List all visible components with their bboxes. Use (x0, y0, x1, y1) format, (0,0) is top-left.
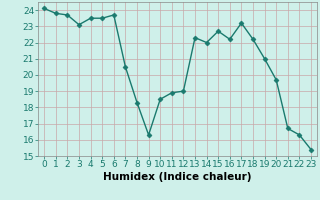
X-axis label: Humidex (Indice chaleur): Humidex (Indice chaleur) (103, 172, 252, 182)
